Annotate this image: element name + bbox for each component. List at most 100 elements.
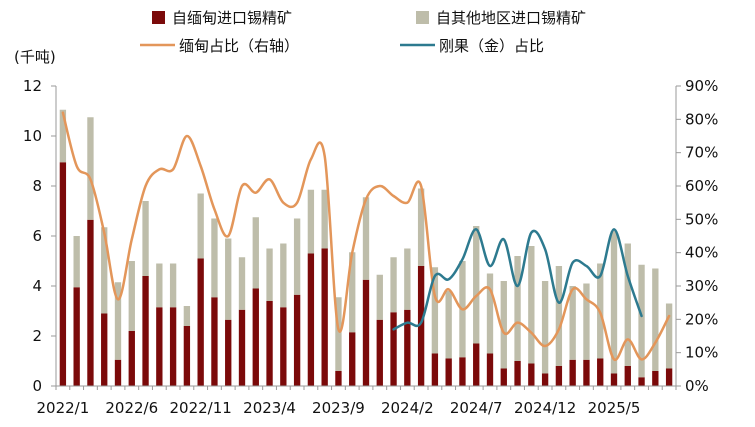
bar-other bbox=[638, 264, 645, 378]
bar-other bbox=[128, 261, 135, 331]
bar-other bbox=[307, 189, 315, 254]
bar-myanmar bbox=[390, 312, 397, 386]
bar-myanmar bbox=[417, 266, 425, 386]
bar-myanmar bbox=[610, 373, 618, 386]
bar-other bbox=[225, 238, 232, 320]
x-tick-label: 2023/4 bbox=[243, 399, 296, 417]
bar-other bbox=[349, 252, 356, 333]
bar-other bbox=[169, 263, 177, 308]
y-left-tick-label: 4 bbox=[32, 277, 42, 295]
y-left-tick-label: 0 bbox=[32, 377, 42, 395]
bar-other bbox=[197, 193, 204, 259]
bar-myanmar bbox=[114, 359, 122, 386]
bar-other bbox=[431, 267, 439, 354]
y-left-tick-label: 6 bbox=[32, 227, 42, 245]
bar-myanmar bbox=[128, 331, 135, 386]
legend: 自缅甸进口锡精矿 自其他地区进口锡精矿 缅甸占比（右轴） 刚果（金）占比 bbox=[140, 9, 586, 55]
bar-other bbox=[280, 243, 287, 308]
bar-myanmar bbox=[500, 368, 507, 386]
bar-myanmar bbox=[431, 353, 439, 386]
y-left-tick-label: 12 bbox=[23, 77, 42, 95]
bar-myanmar bbox=[665, 368, 673, 386]
bar-other bbox=[486, 273, 494, 354]
bars bbox=[59, 109, 673, 386]
bar-myanmar bbox=[541, 373, 549, 386]
x-tick-label: 2024/7 bbox=[450, 399, 503, 417]
y-right-tick-label: 20% bbox=[685, 310, 718, 328]
y-right-tick-label: 80% bbox=[685, 110, 718, 128]
bar-other bbox=[266, 248, 273, 301]
bar-other bbox=[624, 243, 631, 366]
legend-label-other: 自其他地区进口锡精矿 bbox=[436, 9, 586, 27]
legend-swatch-myanmar bbox=[152, 11, 165, 24]
bar-myanmar bbox=[183, 326, 191, 386]
bar-myanmar bbox=[335, 371, 342, 386]
bar-other bbox=[390, 257, 397, 313]
bar-other bbox=[321, 189, 328, 249]
bar-myanmar bbox=[87, 219, 94, 386]
bar-myanmar bbox=[101, 313, 108, 386]
bar-other bbox=[569, 286, 576, 360]
bar-myanmar bbox=[156, 307, 163, 386]
bar-other bbox=[362, 197, 370, 280]
bar-myanmar bbox=[652, 371, 659, 386]
bar-myanmar bbox=[638, 377, 645, 386]
legend-label-drc-share: 刚果（金）占比 bbox=[439, 37, 544, 55]
bar-other bbox=[211, 218, 218, 298]
bar-other bbox=[404, 248, 411, 310]
bar-other bbox=[142, 201, 149, 276]
bar-other bbox=[555, 266, 563, 366]
bar-myanmar bbox=[238, 309, 246, 386]
bar-other bbox=[665, 303, 673, 369]
y-right-tick-label: 50% bbox=[685, 210, 718, 228]
legend-item-drc-share: 刚果（金）占比 bbox=[400, 37, 544, 55]
y-left-tick-label: 10 bbox=[23, 127, 42, 145]
bar-myanmar bbox=[569, 359, 576, 386]
line-drc-share bbox=[392, 228, 643, 331]
bar-other bbox=[445, 291, 452, 359]
y-right-tick-label: 90% bbox=[685, 77, 718, 95]
bar-other bbox=[500, 281, 507, 369]
x-tick-label: 2022/6 bbox=[105, 399, 158, 417]
y-right-tick-label: 30% bbox=[685, 277, 718, 295]
legend-item-other: 自其他地区进口锡精矿 bbox=[416, 9, 586, 27]
bar-myanmar bbox=[307, 253, 315, 386]
bar-myanmar bbox=[473, 343, 480, 386]
legend-item-myanmar-share: 缅甸占比（右轴） bbox=[140, 37, 299, 55]
bar-myanmar bbox=[142, 276, 149, 386]
x-tick-label: 2022/1 bbox=[36, 399, 89, 417]
x-axis-ticks: 2022/1 2022/6 2022/11 2023/4 2023/9 2024/2 202… bbox=[36, 386, 677, 417]
bar-other bbox=[541, 281, 549, 374]
legend-swatch-other bbox=[416, 11, 429, 24]
bar-other bbox=[238, 257, 246, 310]
y-right-tick-label: 60% bbox=[685, 177, 718, 195]
bar-myanmar bbox=[252, 288, 259, 386]
x-tick-label: 2024/2 bbox=[381, 399, 434, 417]
bar-other bbox=[73, 236, 80, 288]
y-right-tick-label: 0% bbox=[685, 377, 709, 395]
y-axis-left-ticks: 0 2 4 6 8 10 12 bbox=[23, 77, 56, 395]
bar-other bbox=[610, 231, 618, 374]
legend-item-myanmar: 自缅甸进口锡精矿 bbox=[152, 9, 292, 27]
bar-other bbox=[183, 306, 191, 326]
bar-myanmar bbox=[583, 359, 590, 386]
bar-other bbox=[583, 283, 590, 360]
bar-myanmar bbox=[597, 358, 604, 386]
legend-label-myanmar-share: 缅甸占比（右轴） bbox=[179, 37, 299, 55]
x-tick-label: 2023/9 bbox=[312, 399, 365, 417]
y-axis-right-ticks: 0% 10% 20% 30% 40% 50% 60% 70% 80% 90% bbox=[676, 77, 718, 395]
bar-other bbox=[417, 188, 425, 266]
bar-other bbox=[101, 227, 108, 314]
bar-myanmar bbox=[486, 353, 494, 386]
bar-other bbox=[376, 274, 383, 320]
bar-other bbox=[652, 268, 659, 371]
bar-myanmar bbox=[197, 258, 204, 386]
bar-other bbox=[114, 282, 122, 360]
bar-other bbox=[473, 226, 480, 344]
x-tick-label: 2024/12 bbox=[514, 399, 576, 417]
y-left-tick-label: 2 bbox=[32, 327, 42, 345]
bar-myanmar bbox=[528, 363, 535, 386]
bar-myanmar bbox=[555, 366, 563, 386]
y-right-tick-label: 10% bbox=[685, 344, 718, 362]
